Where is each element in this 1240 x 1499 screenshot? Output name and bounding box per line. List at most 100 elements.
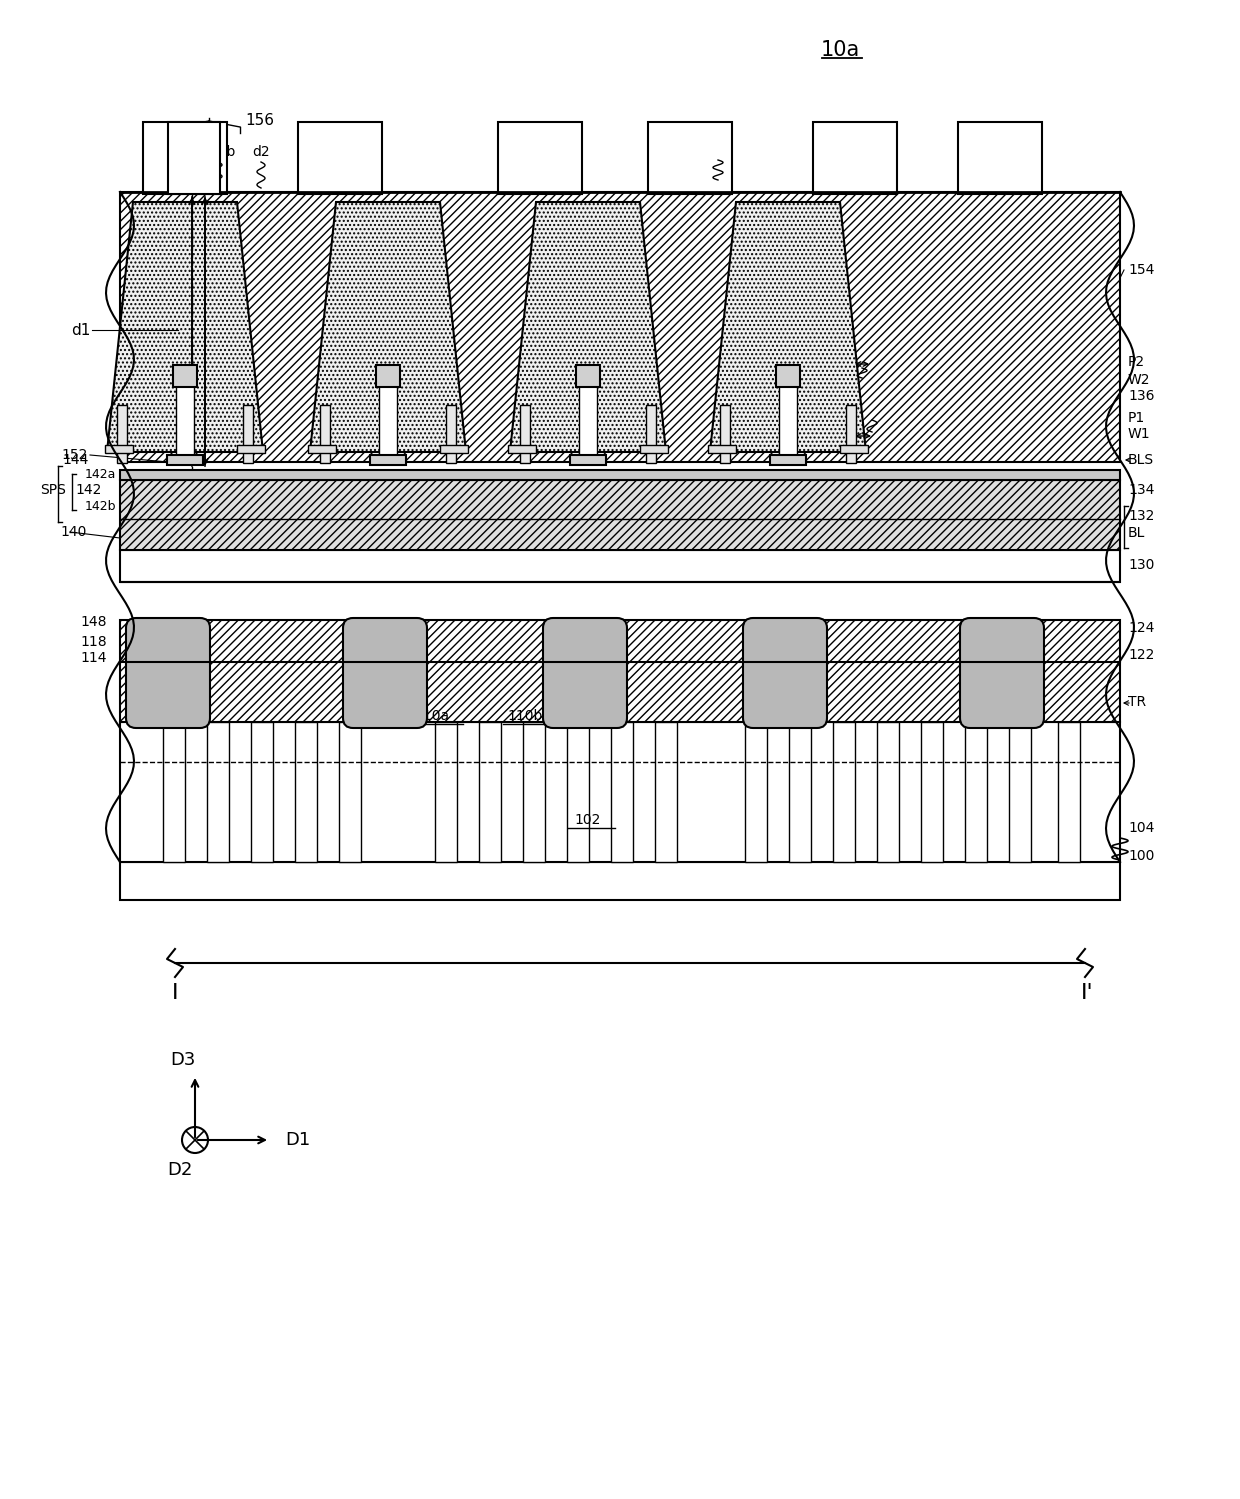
Bar bbox=[779, 385, 797, 463]
FancyBboxPatch shape bbox=[743, 618, 827, 729]
Bar bbox=[567, 723, 589, 862]
Bar bbox=[611, 723, 632, 862]
Polygon shape bbox=[711, 202, 866, 453]
Text: D1: D1 bbox=[285, 1132, 310, 1150]
Text: 114: 114 bbox=[81, 651, 107, 666]
Polygon shape bbox=[107, 202, 263, 453]
Text: 118: 118 bbox=[81, 636, 107, 649]
Text: 156b: 156b bbox=[201, 145, 236, 159]
Text: d2: d2 bbox=[252, 145, 270, 159]
Bar bbox=[167, 121, 219, 193]
Text: 142a: 142a bbox=[86, 468, 117, 481]
Bar bbox=[1009, 723, 1030, 862]
Bar bbox=[1058, 723, 1080, 862]
Bar bbox=[308, 445, 336, 453]
Bar bbox=[649, 121, 732, 193]
Bar bbox=[117, 405, 126, 463]
Bar bbox=[120, 862, 1120, 899]
Bar bbox=[846, 405, 856, 463]
Bar bbox=[446, 405, 456, 463]
Bar bbox=[120, 621, 1120, 723]
Bar bbox=[877, 723, 899, 862]
Bar bbox=[640, 445, 668, 453]
Bar bbox=[120, 192, 1120, 462]
Bar bbox=[339, 723, 361, 862]
Text: 110a: 110a bbox=[414, 709, 450, 723]
Bar bbox=[105, 445, 133, 453]
Text: 156a: 156a bbox=[157, 145, 192, 159]
Bar bbox=[833, 723, 856, 862]
Bar bbox=[237, 445, 265, 453]
Text: 152: 152 bbox=[62, 448, 88, 462]
Bar bbox=[298, 121, 382, 193]
FancyBboxPatch shape bbox=[343, 618, 427, 729]
Bar bbox=[120, 723, 1120, 862]
Bar bbox=[435, 723, 458, 862]
Text: W1: W1 bbox=[1128, 427, 1151, 441]
Text: P1: P1 bbox=[1128, 411, 1146, 426]
Bar bbox=[379, 385, 397, 463]
Bar bbox=[508, 445, 536, 453]
Text: 136: 136 bbox=[1128, 390, 1154, 403]
Text: 156: 156 bbox=[246, 112, 274, 127]
Text: SPS: SPS bbox=[40, 483, 66, 498]
Bar bbox=[770, 456, 806, 465]
Text: BLS: BLS bbox=[1128, 453, 1154, 468]
Text: 130: 130 bbox=[1128, 558, 1154, 573]
Bar bbox=[579, 385, 596, 463]
Text: 142b: 142b bbox=[86, 499, 117, 513]
Text: 148: 148 bbox=[81, 615, 107, 630]
Text: D2: D2 bbox=[167, 1162, 192, 1180]
Bar bbox=[520, 405, 529, 463]
Bar bbox=[479, 723, 501, 862]
Text: I': I' bbox=[1081, 983, 1094, 1003]
Bar bbox=[120, 550, 1120, 582]
Text: DSP: DSP bbox=[703, 142, 733, 157]
Bar bbox=[120, 471, 1120, 480]
Bar bbox=[720, 405, 730, 463]
Bar bbox=[370, 456, 405, 465]
Bar bbox=[776, 364, 800, 387]
Bar bbox=[243, 405, 253, 463]
Polygon shape bbox=[510, 202, 666, 453]
Bar bbox=[655, 723, 677, 862]
Bar bbox=[120, 480, 1120, 550]
Bar bbox=[959, 121, 1042, 193]
Text: BL: BL bbox=[1128, 526, 1146, 540]
Bar bbox=[174, 364, 197, 387]
Text: 140: 140 bbox=[60, 525, 87, 540]
FancyBboxPatch shape bbox=[126, 618, 210, 729]
Text: 154: 154 bbox=[1128, 262, 1154, 277]
Text: 100: 100 bbox=[1128, 848, 1154, 863]
Bar bbox=[921, 723, 942, 862]
Polygon shape bbox=[310, 202, 466, 453]
FancyBboxPatch shape bbox=[543, 618, 627, 729]
Text: 104: 104 bbox=[1128, 821, 1154, 835]
Text: 122: 122 bbox=[1128, 648, 1154, 663]
Text: 110b: 110b bbox=[507, 709, 543, 723]
Text: 134: 134 bbox=[1128, 483, 1154, 498]
Text: W2: W2 bbox=[1128, 373, 1151, 387]
Bar bbox=[646, 405, 656, 463]
Text: P2: P2 bbox=[1128, 355, 1145, 369]
Bar bbox=[965, 723, 987, 862]
Bar bbox=[207, 723, 229, 862]
Bar bbox=[570, 456, 606, 465]
Text: 102: 102 bbox=[575, 812, 601, 827]
Bar bbox=[176, 385, 193, 463]
Bar bbox=[523, 723, 546, 862]
Bar bbox=[440, 445, 467, 453]
Text: 132: 132 bbox=[1128, 510, 1154, 523]
Text: I: I bbox=[172, 983, 179, 1003]
Bar bbox=[162, 723, 185, 862]
Bar bbox=[376, 364, 401, 387]
Text: 142: 142 bbox=[74, 483, 102, 498]
Bar bbox=[839, 445, 868, 453]
Text: D3: D3 bbox=[170, 1051, 196, 1069]
Bar bbox=[143, 121, 227, 193]
Text: 10a: 10a bbox=[821, 40, 859, 60]
Bar bbox=[745, 723, 768, 862]
Text: d1: d1 bbox=[71, 322, 91, 337]
Text: TR: TR bbox=[1128, 696, 1146, 709]
FancyBboxPatch shape bbox=[960, 618, 1044, 729]
